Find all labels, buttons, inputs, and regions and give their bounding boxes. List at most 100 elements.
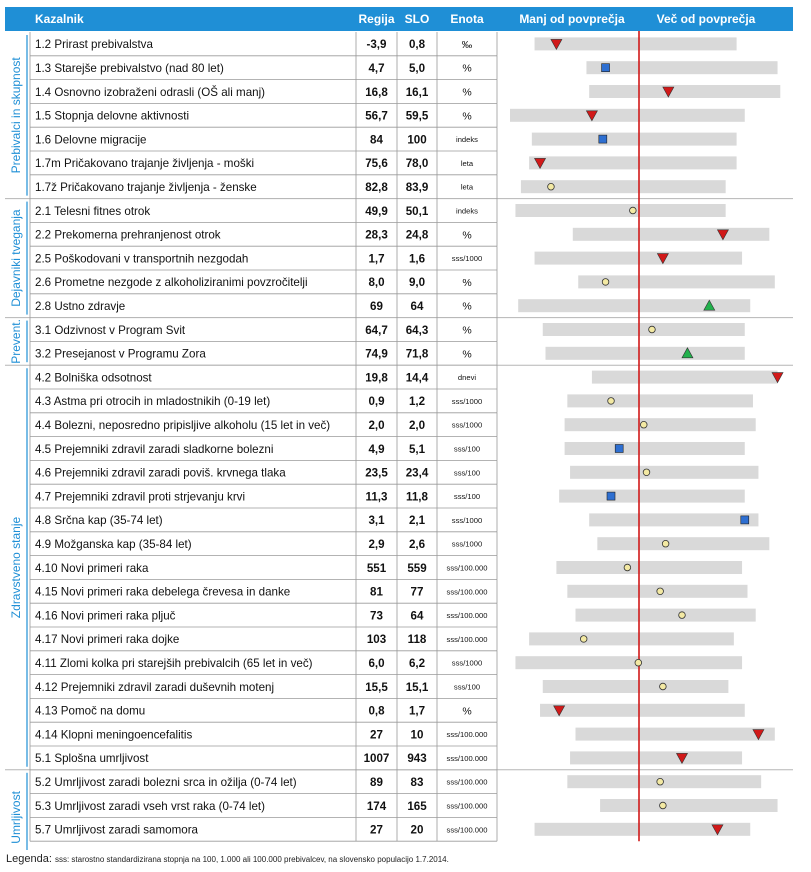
range-bar [597,537,770,551]
range-bar [564,442,745,455]
table-row: 2.6 Prometne nezgode z alkoholiziranimi … [30,270,498,295]
row-label: 4.9 Možganska kap (35-84 let) [35,538,192,551]
row-slo-value: 1,7 [409,705,425,718]
header-slo: SLO [405,12,430,26]
table-row: 4.13 Pomoč na domu 0,8 1,7% [30,698,498,723]
row-slo-value: 24,8 [406,229,429,242]
row-label: 4.17 Novi primeri raka dojke [35,633,179,646]
range-bar [542,680,729,693]
table-row: 4.7 Prejemniki zdravil proti strjevanju … [30,484,498,509]
row-region-value: 8,0 [368,276,384,289]
row-label: 1.3 Starejše prebivalstvo (nad 80 let) [35,62,224,75]
range-bar [559,489,745,503]
table-row: 4.4 Bolezni, neposredno pripisljive alko… [30,412,498,438]
row-label: 2.6 Prometne nezgode z alkoholiziranimi … [35,276,308,289]
row-unit: sss/100 [454,683,480,692]
marker-circle [678,611,686,619]
row-unit: sss/100.000 [447,825,488,834]
marker-square [740,515,750,525]
row-region-value: 82,8 [365,181,388,194]
marker-triangle-down [656,253,669,265]
marker-circle [580,635,588,643]
row-region-value: -3,9 [367,38,388,51]
range-bar [572,227,770,241]
row-unit: indeks [456,207,478,216]
region-markers [534,39,784,836]
table-row: 1.2 Prirast prebivalstva -3,9 0,8 ‰ [30,32,498,57]
marker-circle [642,468,651,476]
row-region-value: 551 [367,562,387,575]
marker-circle [640,421,648,429]
row-unit: % [462,87,471,99]
row-label: 4.3 Astma pri otrocih in mladostnikih (0… [35,395,270,408]
row-region-value: 27 [370,728,383,741]
row-slo-value: 64 [411,300,424,313]
row-unit: sss/100.000 [447,730,488,739]
marker-circle [659,682,667,691]
row-label: 4.8 Srčna kap (35-74 let) [35,514,163,527]
table-row: 2.5 Poškodovani v transportnih nezgodah 1… [30,246,498,271]
row-unit: sss/100.000 [447,564,488,573]
row-label: 1.2 Prirast prebivalstva [35,38,153,51]
row-slo-value: 64,3 [406,324,429,337]
row-label: 1.5 Stopnja delovne aktivnosti [35,110,189,123]
row-unit: sss/100.000 [447,635,488,644]
row-slo-value: 2,1 [409,514,426,527]
legend-label: Legenda: [6,853,52,865]
range-bar [570,465,759,479]
table-row: 4.6 Prejemniki zdravil zaradi poviš. krv… [30,460,498,485]
row-label: 1.7m Pričakovano trajanje življenja - mo… [35,157,254,170]
row-unit: leta [461,159,474,168]
row-region-value: 74,9 [365,348,388,361]
range-bar [556,561,743,574]
row-slo-value: 5,0 [409,62,425,75]
row-unit: % [462,348,471,360]
row-slo-value: 5,1 [409,443,426,456]
row-label: 3.1 Odzivnost v Program Svit [35,324,186,337]
table-row: 4.15 Novi primeri raka debelega črevesa … [30,579,498,604]
row-slo-value: 23,4 [406,467,429,480]
row-region-value: 56,7 [365,110,388,123]
row-unit: indeks [456,135,478,144]
row-unit: % [462,63,471,75]
row-slo-value: 943 [407,752,427,765]
row-slo-value: 78,0 [406,157,429,170]
group-label: Prebivalci in skupnost [9,57,23,174]
range-bar [567,775,762,789]
row-region-value: 84 [370,133,383,146]
marker-triangle-down [711,824,724,836]
row-region-value: 49,9 [365,205,388,218]
table-row: 4.9 Možganska kap (35-84 let) 2,9 2,6 sss/1… [30,531,498,556]
row-region-value: 103 [367,633,387,646]
row-unit: leta [461,183,474,192]
marker-circle [656,778,664,786]
range-bar [515,204,726,217]
row-slo-value: 64 [411,609,424,622]
table-row: 1.4 Osnovno izobraženi odrasli (OŠ ali m… [30,79,498,104]
marker-circle [607,397,615,405]
row-label: 4.11 Zlomi kolka pri starejših prebivalc… [35,657,313,670]
marker-circle [629,206,637,215]
row-region-value: 64,7 [365,324,388,337]
row-label: 5.7 Umrljivost zaradi samomora [35,824,199,837]
row-slo-value: 100 [407,133,426,146]
row-slo-value: 9,0 [409,276,425,289]
marker-circle [623,563,632,572]
row-slo-value: 77 [411,586,424,599]
group-label: Dejavniki tveganja [9,209,23,307]
row-slo-value: 15,1 [406,681,429,694]
table-row: 1.6 Delovne migracije 84 100 indeks [30,127,498,152]
row-label: 5.1 Splošna umrljivost [35,752,149,765]
range-bar [578,275,775,289]
row-region-value: 2,0 [368,419,384,432]
marker-triangle-down [752,729,765,741]
row-slo-value: 1,6 [409,252,426,265]
row-unit: sss/1000 [452,397,482,406]
row-region-value: 28,3 [365,229,388,242]
header-region: Regija [358,12,394,26]
row-region-value: 11,3 [366,490,388,503]
marker-circle [601,278,610,286]
row-slo-value: 83,9 [406,181,429,194]
marker-triangle-down [534,158,547,170]
table-row: 1.3 Starejše prebivalstvo (nad 80 let) 4,… [30,55,498,80]
